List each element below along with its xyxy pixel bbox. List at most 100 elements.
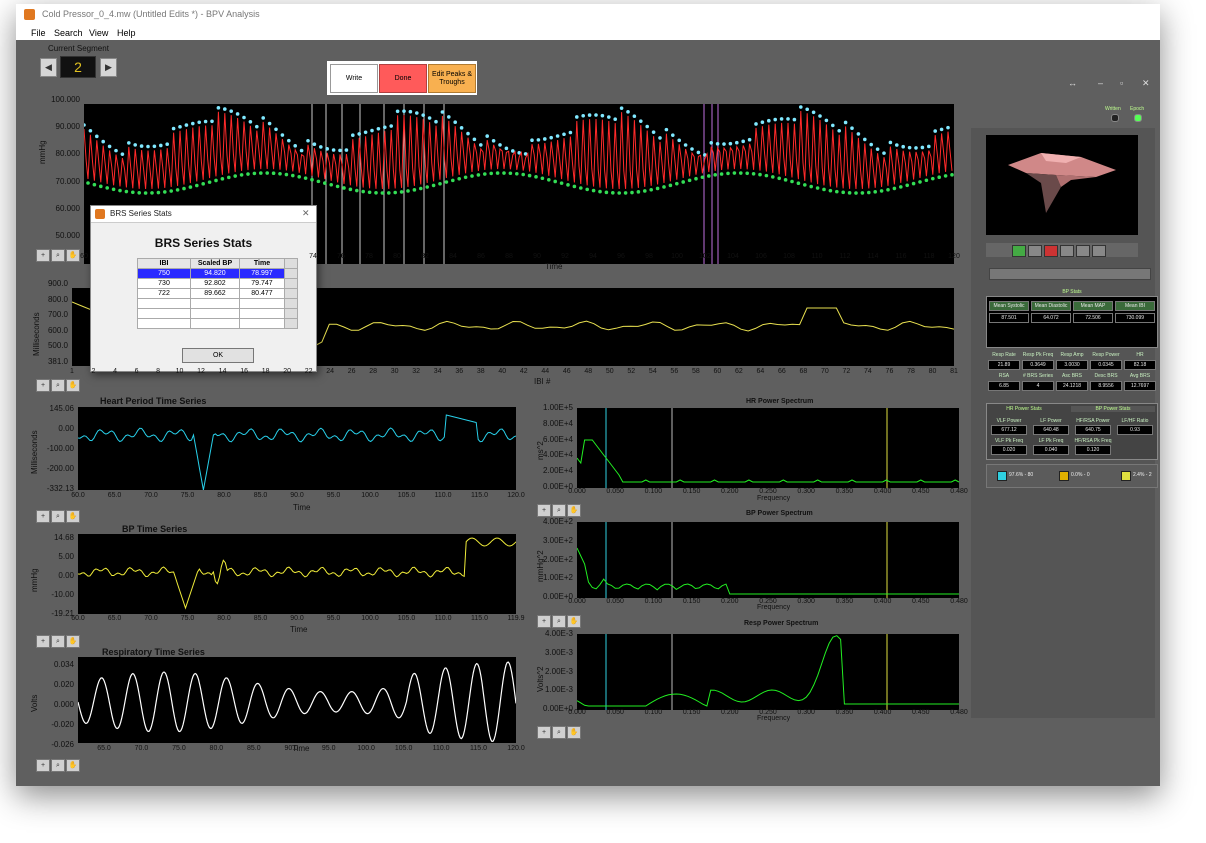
zoom-icon[interactable]: + <box>36 510 50 523</box>
peak-marker <box>434 119 438 124</box>
trough-marker <box>156 190 161 195</box>
pause-icon[interactable] <box>1028 245 1042 257</box>
magnify-icon[interactable]: ⌕ <box>51 249 65 262</box>
dialog-close-icon[interactable]: ✕ <box>302 208 310 218</box>
scrollbar-track[interactable] <box>284 288 298 299</box>
trough-marker <box>771 175 775 179</box>
peak-marker <box>722 142 726 146</box>
peak-marker <box>357 132 362 136</box>
dialog-title: BRS Series Stats <box>110 209 172 218</box>
peak-marker <box>651 130 656 134</box>
zoom-icon[interactable]: + <box>36 249 50 262</box>
zoom-icon[interactable]: + <box>36 759 50 772</box>
scrollbar-track[interactable] <box>284 268 298 279</box>
magnify-icon[interactable]: ⌕ <box>51 379 65 392</box>
table-row[interactable]: 722 89.662 80.477 <box>137 288 298 299</box>
pan-hand-icon[interactable]: ✋ <box>66 759 80 772</box>
peak-marker <box>901 144 905 149</box>
heart-period-title: Heart Period Time Series <box>100 396 207 406</box>
resp-spec-xlabel: Frequency <box>757 715 791 722</box>
table-row[interactable] <box>137 308 298 319</box>
bp-xtick: 90 <box>533 253 541 260</box>
rsp-xtick: 0.400 <box>873 709 892 716</box>
resp-spectrum-plot[interactable] <box>577 634 959 710</box>
edit-peaks-button[interactable]: Edit Peaks & Troughs <box>428 64 476 93</box>
bp-series-plot[interactable] <box>78 534 516 614</box>
trough-marker <box>950 173 954 177</box>
trough-marker <box>604 190 609 195</box>
pan-hand-icon[interactable]: ✋ <box>66 635 80 648</box>
3d-surface-view[interactable] <box>986 135 1138 235</box>
pan-hand-icon[interactable]: ✋ <box>567 726 581 739</box>
fast-forward-icon[interactable] <box>1060 245 1074 257</box>
scrub-slider[interactable] <box>989 268 1151 280</box>
write-button[interactable]: Write <box>330 64 378 93</box>
minimize-icon[interactable]: – <box>1098 78 1104 88</box>
magnify-icon[interactable]: ⌕ <box>51 759 65 772</box>
brs-table: IBI Scaled BP Time 750 94.820 78.997 730… <box>137 258 298 329</box>
peak-marker <box>824 118 829 123</box>
scrollbar[interactable] <box>284 258 298 269</box>
ibi-xtick: 54 <box>648 368 657 375</box>
prev-segment-button[interactable]: ◀ <box>40 58 57 77</box>
legend-swatch-icon <box>1059 471 1069 481</box>
next-segment-button[interactable]: ▶ <box>100 58 117 77</box>
zoom-icon[interactable]: + <box>36 379 50 392</box>
legend: 97.6% - 80 0.0% - 0 2.4% - 2 <box>986 464 1158 488</box>
pan-hand-icon[interactable]: ✋ <box>66 249 80 262</box>
peak-marker <box>523 152 528 156</box>
segment-value[interactable]: 2 <box>60 56 96 78</box>
bpsp-xtick: 0.200 <box>721 598 739 605</box>
zoom-icon[interactable]: + <box>36 635 50 648</box>
bps-xtick: 65.0 <box>107 615 122 622</box>
pan-hand-icon[interactable]: ✋ <box>66 510 80 523</box>
scrollbar-track[interactable] <box>284 278 298 289</box>
table-row[interactable] <box>137 318 298 329</box>
heart-period-plot[interactable] <box>78 407 516 490</box>
zoom-icon[interactable]: + <box>537 504 551 517</box>
bp-series-line <box>78 537 516 610</box>
peak-marker <box>536 138 541 142</box>
peak-marker <box>741 139 745 144</box>
maximize-icon[interactable]: ▫ <box>1120 78 1124 88</box>
table-row[interactable] <box>137 298 298 309</box>
table-row[interactable]: 750 94.820 78.997 <box>137 268 298 279</box>
ok-button[interactable]: OK <box>182 348 254 363</box>
trough-marker <box>239 173 244 177</box>
trough-marker <box>515 171 519 176</box>
trough-marker <box>342 186 346 190</box>
magnify-icon[interactable]: ⌕ <box>51 510 65 523</box>
magnify-icon[interactable]: ⌕ <box>51 635 65 648</box>
rewind-icon[interactable] <box>1076 245 1090 257</box>
metric-label: RSA <box>998 373 1010 379</box>
zoom-icon[interactable]: + <box>537 726 551 739</box>
resp-series-plot[interactable] <box>78 657 516 743</box>
magnify-icon[interactable]: ⌕ <box>552 504 566 517</box>
restore-icon[interactable]: ↔ <box>1068 78 1077 88</box>
zoom-icon[interactable]: + <box>537 615 551 628</box>
stop-icon[interactable] <box>1044 245 1058 257</box>
power-stat-label: LF Pk Freq <box>1038 438 1064 444</box>
menu-view[interactable]: View <box>89 28 109 38</box>
close-icon[interactable]: ✕ <box>1142 78 1150 88</box>
cell: 730 <box>137 278 191 289</box>
step-icon[interactable] <box>1092 245 1106 257</box>
table-row[interactable]: 730 92.802 79.747 <box>137 278 298 289</box>
trough-marker <box>815 186 820 190</box>
magnify-icon[interactable]: ⌕ <box>552 615 566 628</box>
peak-marker <box>856 132 861 136</box>
play-icon[interactable] <box>1012 245 1026 257</box>
menu-help[interactable]: Help <box>117 28 136 38</box>
tab-hr-power-stats[interactable]: HR Power Stats <box>1006 406 1042 412</box>
magnify-icon[interactable]: ⌕ <box>552 726 566 739</box>
menu-search[interactable]: Search <box>54 28 83 38</box>
pan-hand-icon[interactable]: ✋ <box>66 379 80 392</box>
bp-stats-value: 64.072 <box>1031 313 1071 323</box>
menu-file[interactable]: File <box>31 28 46 38</box>
tab-bp-power-stats[interactable]: BP Power Stats <box>1071 406 1155 412</box>
bp-spectrum-plot[interactable] <box>577 522 959 598</box>
done-button[interactable]: Done <box>379 64 427 93</box>
pan-hand-icon[interactable]: ✋ <box>567 504 581 517</box>
pan-hand-icon[interactable]: ✋ <box>567 615 581 628</box>
hr-spectrum-plot[interactable] <box>577 408 959 488</box>
